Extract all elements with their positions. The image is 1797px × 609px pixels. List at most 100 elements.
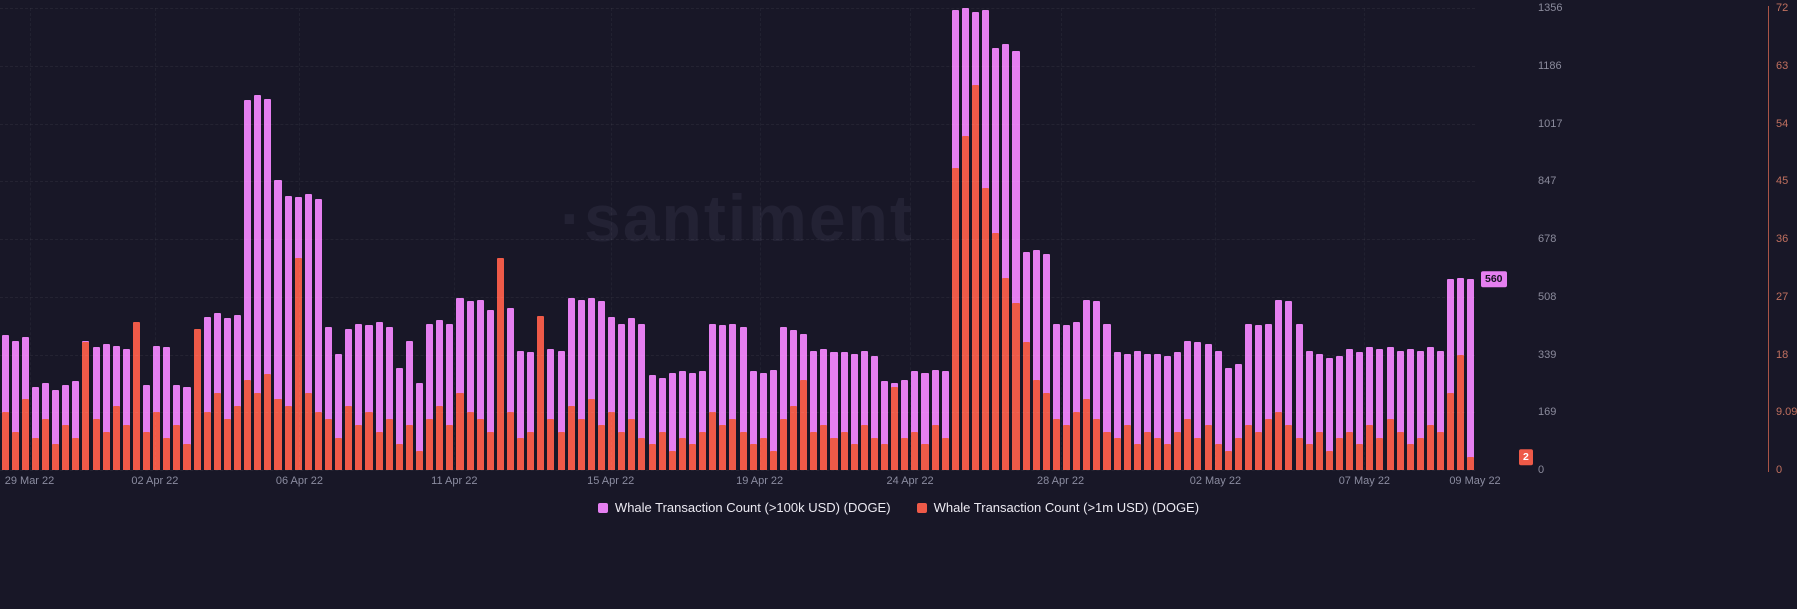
whale-1m-bar[interactable]: [1174, 431, 1182, 470]
bar-group[interactable]: [414, 8, 424, 470]
whale-1m-bar[interactable]: [1416, 437, 1424, 470]
whale-100k-bar[interactable]: [1356, 352, 1364, 470]
whale-100k-bar[interactable]: [1426, 347, 1434, 470]
bar-group[interactable]: [273, 8, 283, 470]
whale-1m-bar[interactable]: [658, 431, 666, 470]
whale-1m-bar[interactable]: [972, 85, 980, 470]
whale-100k-bar[interactable]: [921, 372, 929, 470]
bar-group[interactable]: [152, 8, 162, 470]
whale-100k-bar[interactable]: [1366, 347, 1374, 470]
whale-1m-bar[interactable]: [365, 412, 373, 470]
whale-1m-bar[interactable]: [1002, 277, 1010, 470]
whale-100k-bar[interactable]: [759, 372, 767, 470]
bar-group[interactable]: [1072, 8, 1082, 470]
whale-1m-bar[interactable]: [506, 412, 515, 470]
bar-group[interactable]: [61, 8, 71, 470]
whale-1m-bar[interactable]: [223, 418, 231, 470]
bar-group[interactable]: [617, 8, 627, 470]
whale-100k-bar[interactable]: [203, 316, 211, 470]
whale-100k-bar[interactable]: [527, 352, 535, 470]
bar-group[interactable]: [687, 8, 697, 470]
whale-100k-bar[interactable]: [1396, 350, 1404, 470]
whale-100k-bar[interactable]: [52, 389, 60, 470]
whale-100k-bar[interactable]: [1214, 350, 1222, 470]
whale-100k-bar[interactable]: [1325, 357, 1333, 470]
whale-100k-bar[interactable]: [608, 316, 616, 470]
bar-group[interactable]: [1061, 8, 1071, 470]
whale-100k-bar[interactable]: [1305, 350, 1313, 470]
whale-1m-bar[interactable]: [1305, 444, 1313, 470]
whale-100k-bar[interactable]: [11, 340, 19, 470]
whale-100k-bar[interactable]: [931, 369, 939, 470]
bar-group[interactable]: [1193, 8, 1203, 470]
whale-100k-bar[interactable]: [274, 180, 282, 470]
bar-group[interactable]: [1334, 8, 1344, 470]
whale-100k-bar[interactable]: [1295, 323, 1303, 470]
whale-100k-bar[interactable]: [264, 98, 272, 470]
whale-1m-bar[interactable]: [1335, 437, 1344, 470]
whale-1m-bar[interactable]: [325, 418, 333, 470]
bar-group[interactable]: [1314, 8, 1324, 470]
bar-group[interactable]: [1152, 8, 1162, 470]
bar-group[interactable]: [1304, 8, 1314, 470]
whale-1m-bar[interactable]: [1083, 399, 1091, 470]
whale-1m-bar[interactable]: [193, 328, 201, 470]
bar-group[interactable]: [374, 8, 384, 470]
bar-group[interactable]: [1021, 8, 1031, 470]
whale-100k-bar[interactable]: [648, 374, 656, 470]
whale-1m-bar[interactable]: [1204, 425, 1212, 470]
bar-group[interactable]: [1264, 8, 1274, 470]
whale-1m-bar[interactable]: [891, 386, 899, 470]
whale-100k-bar[interactable]: [597, 301, 606, 470]
bar-group[interactable]: [253, 8, 263, 470]
whale-1m-bar[interactable]: [21, 399, 29, 470]
whale-1m-bar[interactable]: [527, 431, 535, 470]
whale-100k-bar[interactable]: [1164, 355, 1172, 470]
whale-100k-bar[interactable]: [1063, 325, 1071, 470]
whale-1m-bar[interactable]: [1164, 444, 1172, 470]
whale-1m-bar[interactable]: [769, 450, 777, 470]
whale-100k-bar[interactable]: [769, 369, 777, 470]
whale-100k-bar[interactable]: [466, 301, 474, 470]
bar-group[interactable]: [1345, 8, 1355, 470]
whale-100k-bar[interactable]: [1052, 323, 1060, 470]
bar-group[interactable]: [0, 8, 10, 470]
bar-group[interactable]: [627, 8, 637, 470]
whale-100k-bar[interactable]: [1073, 321, 1081, 470]
whale-1m-bar[interactable]: [476, 418, 484, 470]
whale-1m-bar[interactable]: [234, 405, 242, 470]
whale-1m-bar[interactable]: [547, 418, 555, 470]
bar-group[interactable]: [1213, 8, 1223, 470]
whale-1m-bar[interactable]: [668, 450, 676, 470]
whale-1m-bar[interactable]: [1093, 418, 1101, 470]
whale-100k-bar[interactable]: [1346, 349, 1354, 470]
whale-100k-bar[interactable]: [486, 309, 494, 470]
whale-100k-bar[interactable]: [244, 100, 252, 470]
whale-1m-bar[interactable]: [1184, 418, 1192, 470]
bar-group[interactable]: [920, 8, 930, 470]
bar-group[interactable]: [182, 8, 192, 470]
bar-group[interactable]: [81, 8, 91, 470]
whale-1m-bar[interactable]: [840, 431, 848, 470]
bar-group[interactable]: [425, 8, 435, 470]
whale-1m-bar[interactable]: [729, 418, 737, 470]
bar-group[interactable]: [738, 8, 748, 470]
bar-group[interactable]: [880, 8, 890, 470]
whale-1m-bar[interactable]: [1356, 444, 1364, 470]
bar-group[interactable]: [971, 8, 981, 470]
whale-1m-bar[interactable]: [1244, 425, 1253, 470]
whale-100k-bar[interactable]: [547, 349, 555, 470]
whale-100k-bar[interactable]: [1042, 253, 1050, 470]
whale-1m-bar[interactable]: [1113, 437, 1121, 470]
whale-1m-bar[interactable]: [628, 418, 636, 470]
whale-1m-bar[interactable]: [436, 405, 444, 470]
bar-group[interactable]: [162, 8, 172, 470]
whale-1m-bar[interactable]: [41, 418, 50, 470]
bar-group[interactable]: [222, 8, 232, 470]
whale-100k-bar[interactable]: [688, 372, 697, 470]
whale-100k-bar[interactable]: [234, 314, 242, 470]
legend-item[interactable]: Whale Transaction Count (>100k USD) (DOG…: [597, 500, 891, 515]
bar-group[interactable]: [131, 8, 141, 470]
whale-1m-bar[interactable]: [951, 168, 959, 470]
whale-100k-bar[interactable]: [840, 352, 848, 470]
